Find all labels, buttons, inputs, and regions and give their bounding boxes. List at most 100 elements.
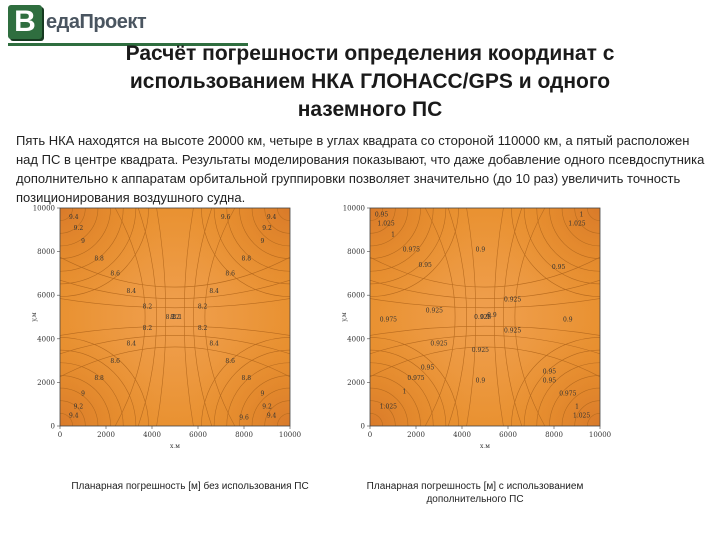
caption-with-pseudolite: Планарная погрешность [м] с использовани… <box>366 481 584 505</box>
y-tick-label: 10000 <box>343 205 365 213</box>
contour-value-label: 8.2 <box>170 314 180 321</box>
contour-value-label: 9.4 <box>69 214 79 221</box>
y-tick-label: 8000 <box>347 248 365 256</box>
contour-line <box>369 279 601 299</box>
contour-line <box>156 207 167 427</box>
contour-value-label: 9.4 <box>267 214 277 221</box>
contour-line <box>59 279 291 299</box>
contour-value-label: 0.95 <box>543 377 557 384</box>
contour-value-label: 8.2 <box>198 303 208 310</box>
contour-value-label: 9.6 <box>239 414 249 421</box>
y-axis-label: y,м <box>31 312 38 323</box>
contour-value-label: 8.2 <box>143 303 153 310</box>
contour-line <box>193 207 213 427</box>
contour-value-label: 1.025 <box>380 404 397 411</box>
x-tick-label: 4000 <box>453 431 471 439</box>
x-tick-label: 10000 <box>589 431 611 439</box>
contour-line <box>369 346 601 378</box>
contour-value-label: 9.2 <box>74 225 84 232</box>
x-axis-label: x,м <box>480 443 490 448</box>
contour-value-label: 8.8 <box>94 375 104 382</box>
contour-line <box>447 207 467 427</box>
contour-plot-svg: 0 2000 4000 6000 8000 10000 0 2000 4000 6000 8000 1… <box>341 205 611 449</box>
contour-value-label: 1 <box>391 231 395 238</box>
contour-line <box>59 256 291 288</box>
contour-value-label: 0.925 <box>472 347 489 354</box>
contour-value-label: 0.9 <box>476 377 486 384</box>
slide-title: Расчёт погрешности определения координат… <box>40 40 700 124</box>
contour-plot-svg: 0 2000 4000 6000 8000 10000 0 2000 4000 6000 8000 1… <box>31 205 301 449</box>
y-tick-label: 2000 <box>347 379 365 387</box>
contour-value-label: 8.2 <box>143 325 153 332</box>
contour-value-label: 8.6 <box>225 358 235 365</box>
contour-line <box>561 387 601 427</box>
contour-line <box>59 298 291 309</box>
x-tick-label: 2000 <box>407 431 425 439</box>
contour-value-label: 0.925 <box>426 308 443 315</box>
contour-line <box>204 207 236 427</box>
x-tick-label: 10000 <box>279 431 301 439</box>
contour-line <box>183 207 194 427</box>
contour-line <box>226 362 291 427</box>
title-line-1: Расчёт погрешности определения координат… <box>125 42 615 65</box>
contour-value-label: 8.6 <box>110 271 120 278</box>
contour-line <box>264 400 291 427</box>
contour-value-label: 8.6 <box>110 358 120 365</box>
contour-value-label: 0.9 <box>480 314 490 321</box>
contour-value-label: 0.9 <box>563 316 573 323</box>
contour-value-label: 1 <box>403 388 407 395</box>
plot-frame <box>369 207 601 427</box>
contour-value-label: 0.95 <box>419 262 433 269</box>
company-logo: В едаПроект <box>8 5 248 46</box>
contour-value-label: 8.2 <box>166 314 176 321</box>
contour-line <box>59 346 291 378</box>
contour-line <box>201 337 291 427</box>
contour-value-label: 8.4 <box>209 288 219 295</box>
x-axis-label: x,м <box>170 443 180 448</box>
y-tick-label: 0 <box>361 423 365 431</box>
contour-value-label: 0.925 <box>504 297 521 304</box>
contour-line <box>549 375 601 427</box>
contour-value-label: 1 <box>580 212 584 219</box>
corner-shading <box>370 208 600 426</box>
contour-value-label: 8.4 <box>127 288 137 295</box>
contour-value-label: 8.4 <box>209 340 219 347</box>
x-tick-label: 6000 <box>189 431 207 439</box>
contour-line <box>369 335 601 355</box>
y-tick-label: 10000 <box>33 205 55 213</box>
contour-value-label: 1 <box>575 404 579 411</box>
contour-line <box>574 400 601 427</box>
contour-line <box>213 349 291 427</box>
plot-frame <box>59 207 291 427</box>
contour-value-label: 9.2 <box>262 404 272 411</box>
x-tick-label: 2000 <box>97 431 115 439</box>
contour-value-label: 9 <box>81 238 85 245</box>
contour-line <box>137 207 157 427</box>
contour-line <box>536 362 601 427</box>
x-tick-label: 6000 <box>499 431 517 439</box>
contour-value-label: 0.9 <box>487 312 497 319</box>
contour-value-label: 0.925 <box>430 340 447 347</box>
contour-value-label: 9 <box>81 390 85 397</box>
contour-line <box>514 207 546 427</box>
contour-value-label: 0.95 <box>552 264 566 271</box>
contour-line <box>369 256 601 288</box>
contour-line <box>493 207 504 427</box>
contour-value-label: 1.025 <box>573 412 590 419</box>
contour-line <box>369 298 601 309</box>
contour-value-label: 1.025 <box>568 220 585 227</box>
contour-value-label: 0.95 <box>543 369 557 376</box>
contour-value-label: 9.4 <box>69 412 79 419</box>
contour-line <box>587 413 601 427</box>
contour-value-label: 0.975 <box>407 375 424 382</box>
x-tick-label: 0 <box>368 431 372 439</box>
x-tick-label: 8000 <box>235 431 253 439</box>
contour-value-label: 8.8 <box>242 255 252 262</box>
contour-line <box>59 325 291 336</box>
contour-plot-without-pseudolite: 0 2000 4000 6000 8000 10000 0 2000 4000 6000 8000 1… <box>28 200 308 449</box>
contour-line <box>523 349 601 427</box>
contour-value-label: 0.9 <box>476 247 486 254</box>
description-text: Пять НКА находятся на высоте 20000 км, ч… <box>16 133 705 205</box>
contour-line <box>511 337 601 427</box>
contour-value-label: 8.6 <box>225 271 235 278</box>
